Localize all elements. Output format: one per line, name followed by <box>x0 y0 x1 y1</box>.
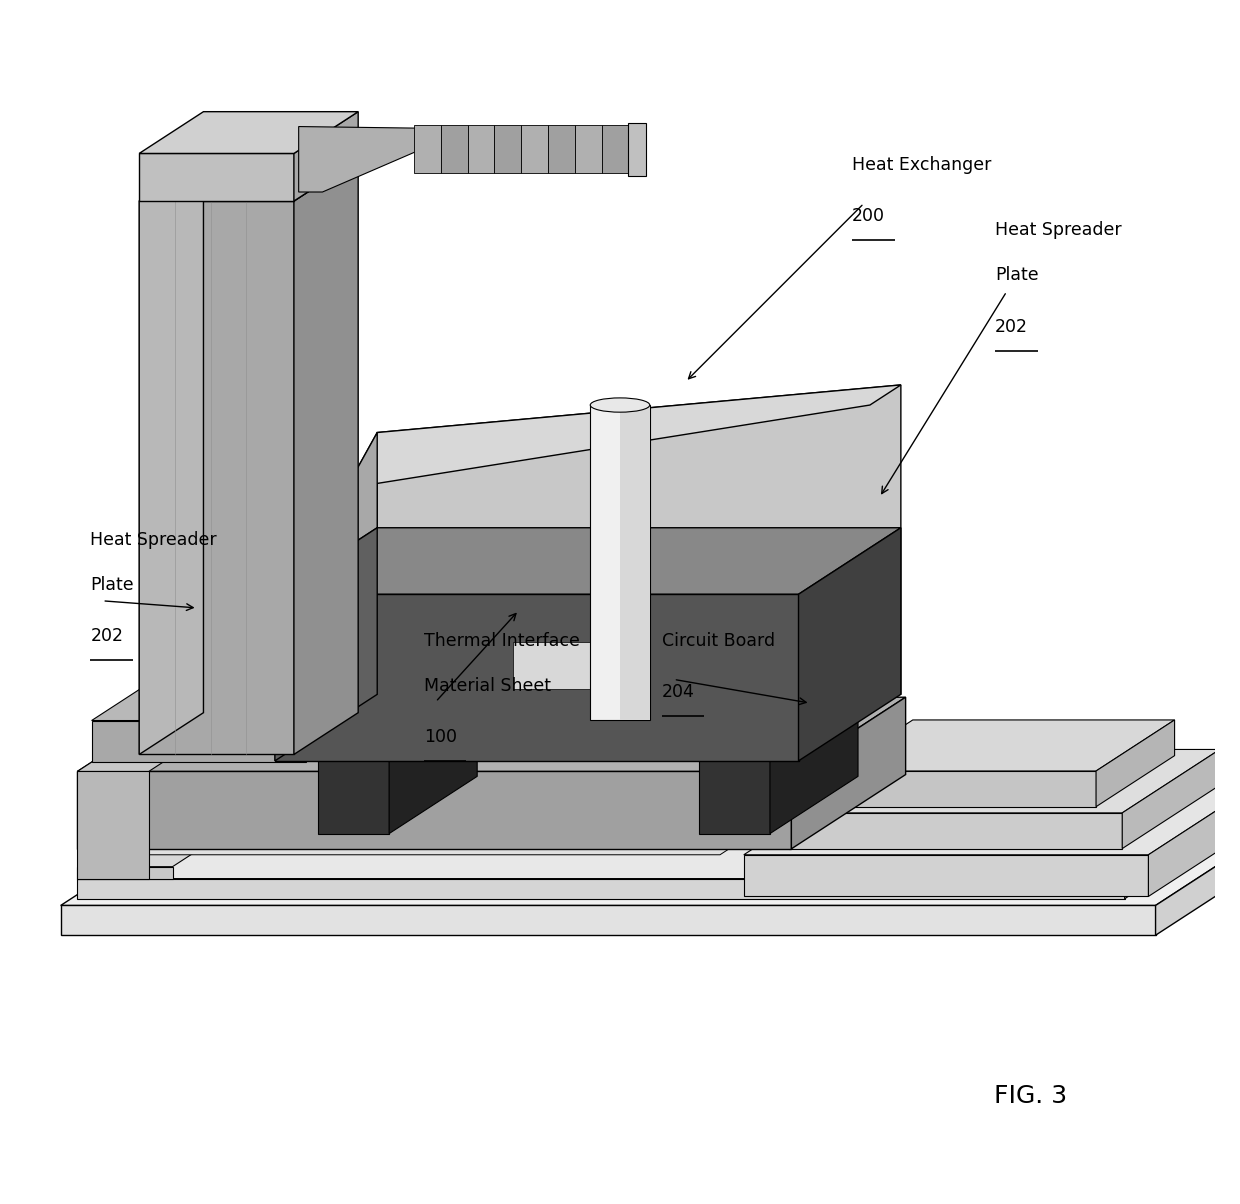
Text: 204: 204 <box>662 683 694 701</box>
Polygon shape <box>77 787 294 867</box>
Polygon shape <box>441 125 467 173</box>
Text: Thermal Interface: Thermal Interface <box>424 632 579 650</box>
Polygon shape <box>294 112 358 201</box>
Polygon shape <box>548 125 575 173</box>
Text: Heat Exchanger: Heat Exchanger <box>852 155 992 173</box>
Polygon shape <box>250 820 548 836</box>
Text: Material Sheet: Material Sheet <box>424 677 551 695</box>
Polygon shape <box>139 159 358 201</box>
Text: Heat Spreader: Heat Spreader <box>994 222 1121 240</box>
Polygon shape <box>744 855 1148 897</box>
Polygon shape <box>77 784 830 855</box>
Polygon shape <box>92 720 306 762</box>
Polygon shape <box>77 697 263 772</box>
Polygon shape <box>467 125 495 173</box>
Ellipse shape <box>590 397 650 412</box>
Polygon shape <box>513 642 596 690</box>
Polygon shape <box>620 405 650 720</box>
Polygon shape <box>1096 720 1174 807</box>
Polygon shape <box>521 125 548 173</box>
Polygon shape <box>698 756 770 833</box>
Polygon shape <box>77 879 1125 899</box>
Polygon shape <box>377 385 901 695</box>
Polygon shape <box>575 125 601 173</box>
Polygon shape <box>791 697 905 849</box>
Polygon shape <box>275 527 377 761</box>
Polygon shape <box>77 697 905 772</box>
Polygon shape <box>77 772 791 849</box>
Polygon shape <box>346 432 377 714</box>
Polygon shape <box>1156 820 1240 936</box>
Polygon shape <box>770 700 858 833</box>
Text: Plate: Plate <box>91 576 134 594</box>
Polygon shape <box>92 665 392 720</box>
Polygon shape <box>799 527 901 761</box>
Text: FIG. 3: FIG. 3 <box>994 1084 1068 1108</box>
Polygon shape <box>629 123 646 177</box>
Polygon shape <box>346 385 901 489</box>
Text: Circuit Board: Circuit Board <box>662 632 775 650</box>
Polygon shape <box>590 405 650 720</box>
Polygon shape <box>317 756 389 833</box>
Text: 200: 200 <box>852 207 885 225</box>
Polygon shape <box>139 112 358 153</box>
Text: Plate: Plate <box>994 266 1039 284</box>
Text: 202: 202 <box>91 627 124 645</box>
Polygon shape <box>1125 799 1240 899</box>
Polygon shape <box>139 153 294 201</box>
Polygon shape <box>414 125 441 173</box>
Polygon shape <box>1122 749 1220 849</box>
Polygon shape <box>139 201 294 755</box>
Polygon shape <box>495 125 521 173</box>
Polygon shape <box>744 779 1240 855</box>
Polygon shape <box>61 905 1156 936</box>
Polygon shape <box>294 159 358 755</box>
Polygon shape <box>61 820 1240 905</box>
Text: 100: 100 <box>424 728 456 746</box>
Polygon shape <box>275 595 799 761</box>
Polygon shape <box>789 813 1122 849</box>
Text: Heat Spreader: Heat Spreader <box>91 531 217 549</box>
Polygon shape <box>789 749 1220 813</box>
Polygon shape <box>835 720 1174 771</box>
Polygon shape <box>1148 779 1240 897</box>
Polygon shape <box>77 799 1240 879</box>
Polygon shape <box>139 159 203 755</box>
Polygon shape <box>99 780 801 846</box>
Polygon shape <box>601 125 629 173</box>
Polygon shape <box>77 867 172 879</box>
Polygon shape <box>389 700 477 833</box>
Polygon shape <box>77 772 149 879</box>
Polygon shape <box>835 771 1096 807</box>
Polygon shape <box>299 126 415 191</box>
Text: 202: 202 <box>994 318 1028 336</box>
Polygon shape <box>275 527 901 595</box>
